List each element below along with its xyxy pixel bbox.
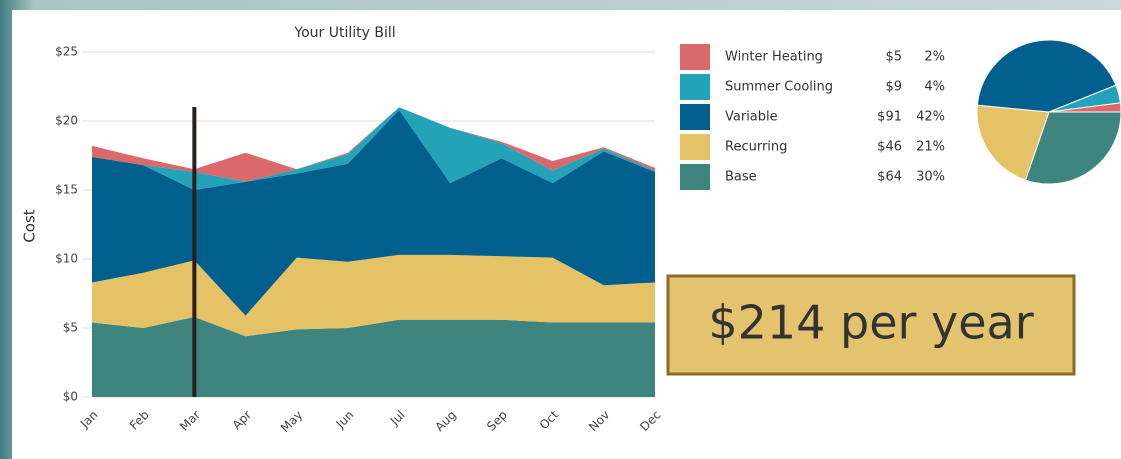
legend-percent: 4%: [924, 80, 945, 95]
chart-title: Your Utility Bill: [293, 25, 395, 41]
y-tick-label: $20: [55, 114, 78, 128]
summary: $214 per year: [708, 296, 1033, 350]
y-tick-label: $10: [55, 252, 78, 266]
y-tick-label: $15: [55, 183, 78, 197]
legend-percent: 21%: [916, 140, 945, 155]
legend-swatch: [680, 164, 710, 190]
legend-percent: 2%: [924, 50, 945, 65]
legend-amount: $9: [885, 80, 902, 95]
area: [92, 107, 655, 182]
area: [92, 254, 655, 337]
legend-swatch: [680, 74, 710, 100]
legend-percent: 30%: [916, 170, 945, 185]
y-axis-label: Cost: [21, 209, 39, 242]
area: [92, 109, 655, 316]
summary-box: [666, 274, 1076, 376]
y-tick-label: $0: [63, 390, 78, 404]
legend-swatch: [680, 44, 710, 70]
legend-percent: 42%: [916, 110, 945, 125]
pie-slice: [976, 104, 1050, 181]
legend-amount: $5: [885, 50, 902, 65]
legend-label: Winter Heating: [725, 50, 823, 65]
y-tick-label: $25: [55, 45, 78, 59]
legend-amount: $64: [877, 170, 902, 185]
legend-label: Summer Cooling: [725, 80, 833, 95]
y-tick-label: $5: [63, 321, 78, 335]
pie-slice: [1024, 111, 1121, 185]
pie-slice: [976, 39, 1117, 113]
legend-label: Recurring: [725, 140, 787, 155]
legend-label: Base: [725, 170, 757, 185]
legend-swatch: [680, 134, 710, 160]
area: [92, 316, 655, 397]
legend-amount: $91: [877, 110, 902, 125]
legend-amount: $46: [877, 140, 902, 155]
legend-swatch: [680, 104, 710, 130]
legend-label: Variable: [725, 110, 778, 125]
